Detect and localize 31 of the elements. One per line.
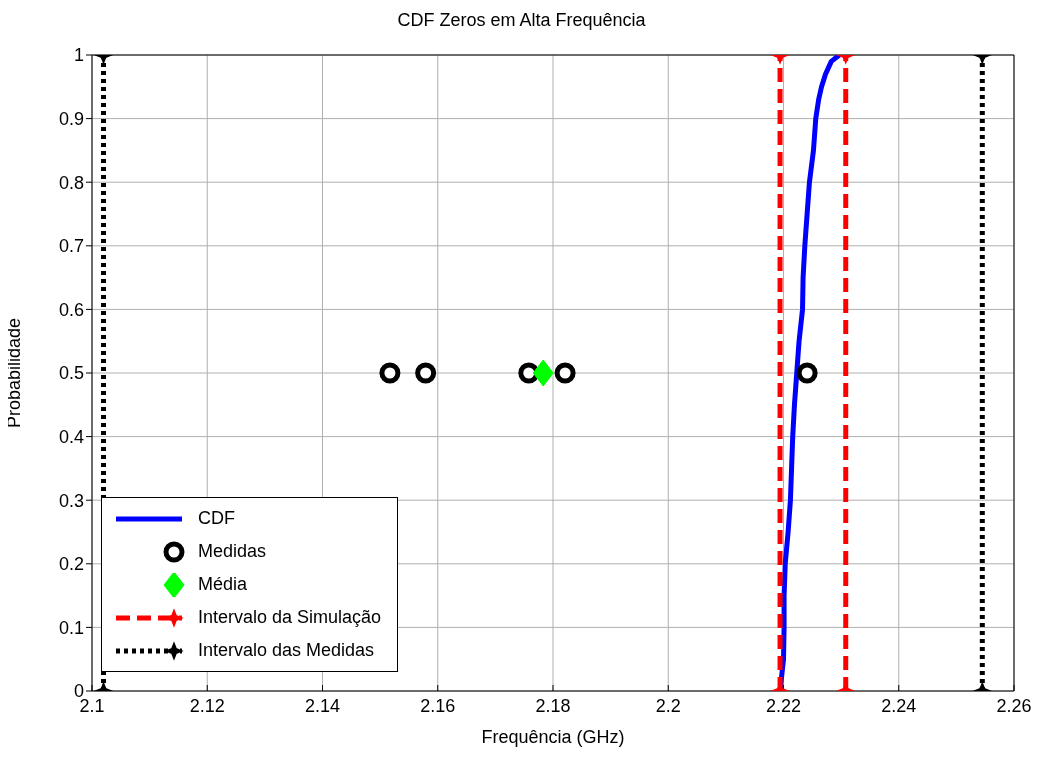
chart-title: CDF Zeros em Alta Frequência (396, 10, 647, 31)
y-tick-label: 0.9 (58, 108, 84, 129)
y-tick-label: 0.2 (58, 554, 84, 575)
legend-label: Intervalo das Medidas (198, 640, 375, 661)
legend-label: Intervalo da Simulação (198, 607, 382, 628)
x-tick-label: 2.26 (996, 695, 1032, 716)
x-tick-label: 2.2 (655, 695, 681, 716)
point (796, 362, 818, 384)
point (532, 359, 554, 387)
y-tick-label: 0.8 (58, 172, 84, 193)
x-tick-label: 2.14 (304, 695, 341, 716)
y-tick-label: 0.1 (58, 617, 84, 638)
y-tick-label: 1 (73, 45, 84, 66)
y-tick-label: 0.4 (58, 426, 84, 447)
legend-label: Medidas (198, 541, 267, 562)
x-tick-label: 2.12 (189, 695, 225, 716)
x-tick-label: 2.16 (420, 695, 456, 716)
x-tick-label: 2.24 (881, 695, 917, 716)
legend-label: CDF (198, 508, 235, 529)
y-tick-label: 0.6 (58, 299, 84, 320)
x-axis-title: Frequência (GHz) (481, 727, 625, 747)
x-tick-label: 2.22 (765, 695, 802, 716)
point (415, 362, 437, 384)
point (379, 362, 401, 384)
y-tick-label: 0.7 (58, 236, 84, 257)
legend-label: Média (198, 574, 248, 595)
x-tick-label: 2.18 (535, 695, 571, 716)
point (554, 362, 576, 384)
y-axis-title: Probabilidade (4, 317, 25, 429)
y-tick-label: 0.5 (58, 363, 84, 384)
y-tick-label: 0.3 (58, 490, 84, 511)
